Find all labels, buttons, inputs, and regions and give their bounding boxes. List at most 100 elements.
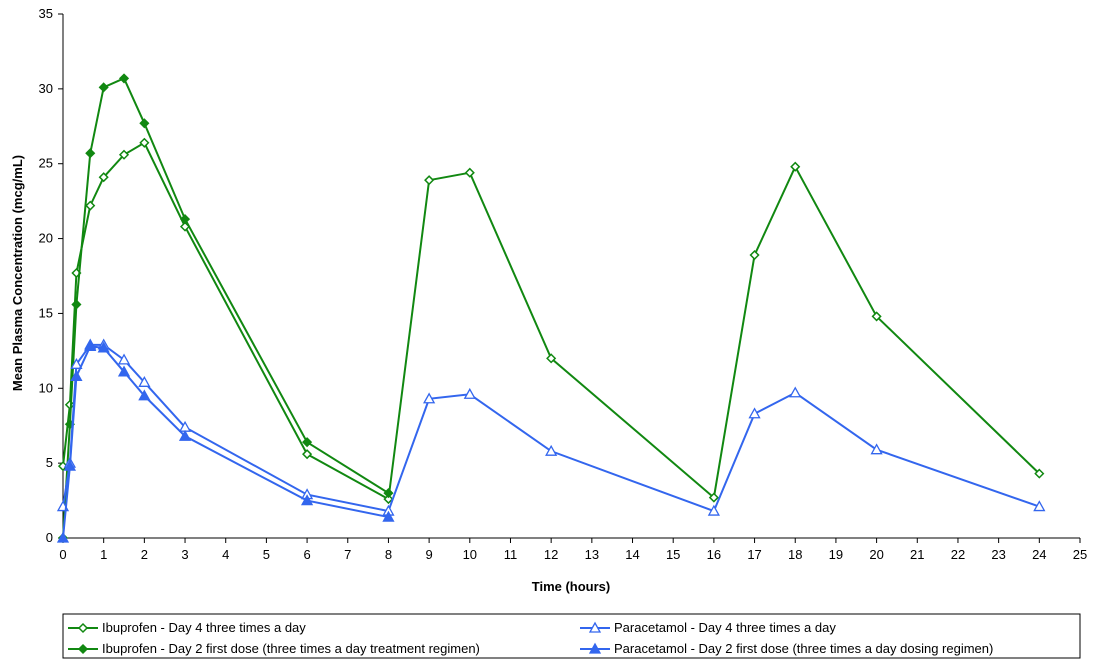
x-tick-label: 17: [747, 547, 761, 562]
legend-box: [62, 613, 1081, 659]
data-point: [789, 386, 802, 398]
x-tick-label: 8: [385, 547, 392, 562]
series-line: [62, 77, 389, 539]
data-point: [382, 510, 395, 522]
data-point: [383, 494, 394, 505]
data-point: [545, 444, 558, 456]
x-tick-label: 7: [344, 547, 351, 562]
data-point: [790, 161, 801, 172]
data-point: [139, 118, 150, 129]
data-point: [118, 73, 130, 84]
y-tick-label: 20: [39, 231, 53, 246]
y-tick-label: 5: [46, 455, 53, 470]
x-tick-label: 15: [666, 547, 680, 562]
x-tick-label: 19: [829, 547, 843, 562]
data-point: [63, 459, 77, 471]
x-tick-label: 1: [100, 547, 107, 562]
data-point: [138, 375, 151, 387]
y-tick-label: 0: [46, 530, 53, 545]
y-axis-title: Mean Plasma Concentration (mcg/mL): [10, 155, 25, 391]
data-point: [749, 249, 760, 261]
data-point: [383, 488, 394, 499]
legend-item: Paracetamol - Day 2 first dose (three ti…: [580, 641, 993, 656]
data-point: [870, 443, 883, 455]
data-point: [302, 449, 313, 460]
data-point: [70, 357, 83, 369]
x-tick-label: 24: [1032, 547, 1046, 562]
data-point: [71, 299, 82, 310]
series-layer: [56, 73, 1046, 544]
data-point: [138, 389, 151, 401]
legend-item: Ibuprofen - Day 2 first dose (three time…: [68, 641, 480, 656]
legend-marker: [588, 642, 602, 654]
data-point: [178, 429, 192, 441]
series-4: [56, 340, 395, 543]
x-tick-label: 10: [463, 547, 477, 562]
data-point: [56, 531, 70, 543]
x-tick-label: 20: [869, 547, 883, 562]
data-point: [98, 82, 109, 93]
data-point: [424, 175, 435, 186]
legend-label: Paracetamol - Day 4 three times a day: [614, 620, 836, 635]
x-tick-label: 9: [426, 547, 433, 562]
data-point: [708, 492, 719, 503]
data-point: [85, 200, 96, 211]
x-tick-label: 11: [504, 547, 518, 562]
x-tick-label: 5: [263, 547, 270, 562]
legend-label: Ibuprofen - Day 4 three times a day: [102, 620, 306, 635]
x-tick-label: 21: [910, 547, 924, 562]
data-point: [139, 137, 150, 148]
data-point: [1033, 500, 1046, 512]
data-point: [302, 437, 313, 448]
data-point: [97, 341, 110, 353]
data-point: [463, 387, 476, 399]
y-tick-label: 35: [39, 6, 53, 21]
legend-marker: [77, 643, 89, 655]
series-2: [57, 73, 394, 544]
x-tick-label: 14: [625, 547, 639, 562]
data-point: [117, 353, 131, 365]
series-3: [56, 338, 1046, 516]
data-point: [423, 392, 436, 404]
x-tick-label: 0: [59, 547, 66, 562]
data-point: [98, 172, 109, 183]
legend-label: Paracetamol - Day 2 first dose (three ti…: [614, 641, 993, 656]
x-tick-label: 6: [303, 547, 310, 562]
x-tick-label: 23: [991, 547, 1005, 562]
legend-label: Ibuprofen - Day 2 first dose (three time…: [102, 641, 480, 656]
x-tick-label: 18: [788, 547, 802, 562]
data-point: [85, 148, 96, 159]
series-line: [62, 345, 389, 539]
x-tick-label: 4: [222, 547, 229, 562]
x-tick-label: 16: [707, 547, 721, 562]
x-tick-label: 22: [951, 547, 965, 562]
series-line: [62, 343, 1040, 513]
data-point: [118, 149, 130, 160]
data-point: [871, 311, 882, 322]
x-tick-label: 13: [585, 547, 599, 562]
x-tick-label: 12: [544, 547, 558, 562]
data-point: [84, 340, 97, 352]
legend-item: Ibuprofen - Day 4 three times a day: [68, 620, 306, 635]
data-point: [1034, 468, 1045, 479]
x-tick-label: 2: [141, 547, 148, 562]
data-point: [70, 369, 83, 381]
legend-marker: [588, 621, 602, 633]
data-point: [464, 167, 475, 178]
y-tick-label: 10: [39, 380, 53, 395]
x-tick-label: 3: [181, 547, 188, 562]
data-point: [300, 494, 314, 506]
y-tick-label: 25: [39, 156, 53, 171]
legend-item: Paracetamol - Day 4 three times a day: [580, 620, 836, 635]
data-point: [117, 365, 131, 377]
series-line: [62, 141, 1041, 501]
data-point: [546, 353, 557, 364]
legend: Ibuprofen - Day 4 three times a day Ibupr…: [62, 613, 1081, 659]
y-tick-label: 30: [39, 81, 53, 96]
x-axis-title: Time (hours): [532, 579, 611, 594]
x-tick-label: 25: [1073, 547, 1087, 562]
data-point: [707, 504, 720, 516]
